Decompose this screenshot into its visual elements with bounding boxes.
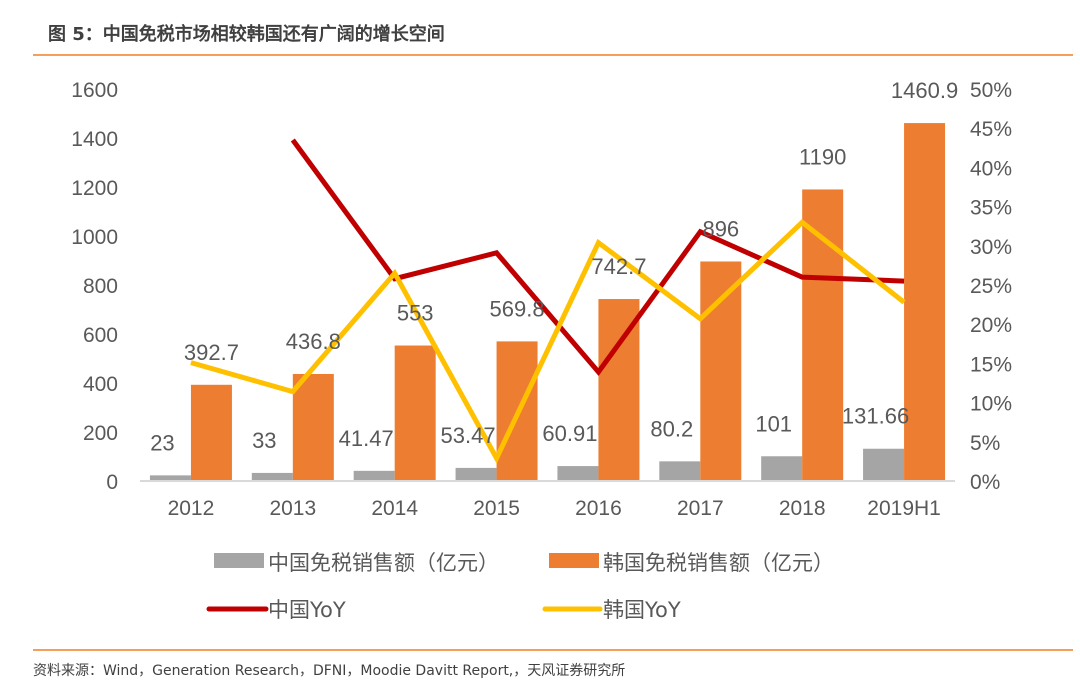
- x-tick-label: 2014: [371, 497, 418, 520]
- bar-korea-sales-2016: [598, 299, 640, 481]
- bar-china-sales-2014: [353, 470, 395, 481]
- y2-tick-label: 40%: [970, 157, 1012, 180]
- bar-korea-sales-2012: [190, 384, 232, 481]
- bar-china-sales-2019H1: [863, 448, 905, 481]
- x-tick-label: 2015: [473, 497, 520, 520]
- y2-tick-label: 50%: [970, 79, 1012, 102]
- y-tick-label: 1200: [71, 177, 118, 200]
- y-tick-label: 0: [106, 471, 118, 494]
- legend: 中国免税销售额（亿元） 韩国免税销售额（亿元） 中国YoY 韩国YoY: [206, 551, 834, 622]
- y2-tick-label: 15%: [970, 353, 1012, 376]
- bar-korea-sales-2013: [292, 373, 334, 481]
- data-label-china-sales-2014: 41.47: [339, 426, 394, 451]
- legend-label-korea-sales: 韩国免税销售额（亿元）: [603, 551, 834, 575]
- y2-tick-label: 45%: [970, 118, 1012, 141]
- y-tick-label: 1000: [71, 226, 118, 249]
- bar-china-sales-2015: [455, 467, 497, 481]
- y-tick-label: 800: [83, 275, 118, 298]
- bar-china-sales-2016: [557, 466, 599, 481]
- bar-china-sales-2018: [761, 456, 803, 481]
- data-label-china-sales-2017: 80.2: [650, 416, 693, 441]
- bar-korea-sales-2017: [700, 261, 742, 481]
- bar-china-sales-2012: [149, 475, 191, 481]
- legend-label-china-yoy: 中国YoY: [268, 598, 346, 622]
- data-label-korea-sales-2013: 436.8: [286, 329, 341, 354]
- data-label-korea-sales-2014: 553: [397, 301, 434, 326]
- figure-title: 图 5：中国免税市场相较韩国还有广阔的增长空间: [48, 24, 445, 45]
- data-label-korea-sales-2019H1: 1460.9: [891, 78, 958, 103]
- lines-layer: [190, 138, 906, 464]
- data-label-china-sales-2016: 60.91: [542, 421, 597, 446]
- x-tick-label: 2013: [269, 497, 316, 520]
- legend-swatch-korea-sales: [549, 553, 599, 568]
- y-axis-right: 0% 5% 10% 15% 20% 25% 30% 35% 40% 45% 50%: [970, 79, 1012, 494]
- data-label-china-sales-2018: 101: [755, 411, 792, 436]
- y-tick-label: 200: [83, 422, 118, 445]
- x-axis: 2012 2013 2014 2015 2016 2017 2018 2019H1: [168, 497, 941, 520]
- legend-label-china-sales: 中国免税销售额（亿元）: [268, 551, 499, 575]
- y2-tick-label: 30%: [970, 236, 1012, 259]
- x-tick-label: 2017: [677, 497, 724, 520]
- x-tick-label: 2016: [575, 497, 622, 520]
- y2-tick-label: 20%: [970, 314, 1012, 337]
- legend-swatch-china-sales: [214, 553, 264, 568]
- legend-label-korea-yoy: 韩国YoY: [603, 598, 681, 622]
- data-label-korea-sales-2015: 569.8: [490, 296, 545, 321]
- source-note: 资料来源：Wind，Generation Research，DFNI，Moodi…: [33, 663, 626, 679]
- data-labels-layer: 23 33 41.47 53.47 60.91 80.2 101 131.66 392.7 436…: [150, 78, 958, 455]
- line-korea-yoy: [190, 218, 906, 464]
- y2-tick-label: 5%: [970, 432, 1000, 455]
- y-tick-label: 400: [83, 373, 118, 396]
- bar-korea-sales-2019H1: [904, 123, 946, 481]
- y-axis-left: 0 200 400 600 800 1000 1200 1400 1600: [71, 79, 118, 494]
- data-label-china-sales-2013: 33: [252, 428, 276, 453]
- data-label-china-sales-2012: 23: [150, 430, 174, 455]
- y2-tick-label: 25%: [970, 275, 1012, 298]
- data-label-china-sales-2019H1: 131.66: [842, 404, 909, 429]
- footer-divider: [33, 649, 1073, 651]
- y2-tick-label: 35%: [970, 197, 1012, 220]
- x-tick-label: 2012: [168, 497, 215, 520]
- bar-china-sales-2013: [251, 472, 293, 481]
- data-label-korea-sales-2017: 896: [702, 216, 739, 241]
- y-tick-label: 1600: [71, 79, 118, 102]
- data-label-korea-sales-2016: 742.7: [591, 254, 646, 279]
- combo-chart: 23 33 41.47 53.47 60.91 80.2 101 131.66 392.7 436…: [71, 78, 1012, 622]
- y-tick-label: 600: [83, 324, 118, 347]
- bar-china-sales-2017: [659, 461, 701, 481]
- x-tick-label: 2019H1: [867, 497, 941, 520]
- title-divider: [33, 54, 1073, 56]
- y2-tick-label: 0%: [970, 471, 1000, 494]
- x-tick-label: 2018: [779, 497, 826, 520]
- data-label-korea-sales-2012: 392.7: [184, 340, 239, 365]
- y2-tick-label: 10%: [970, 393, 1012, 416]
- y-tick-label: 1400: [71, 128, 118, 151]
- bar-korea-sales-2018: [802, 189, 844, 481]
- data-label-korea-sales-2018: 1190: [799, 144, 846, 169]
- data-label-china-sales-2015: 53.47: [441, 423, 496, 448]
- bar-korea-sales-2014: [394, 345, 436, 481]
